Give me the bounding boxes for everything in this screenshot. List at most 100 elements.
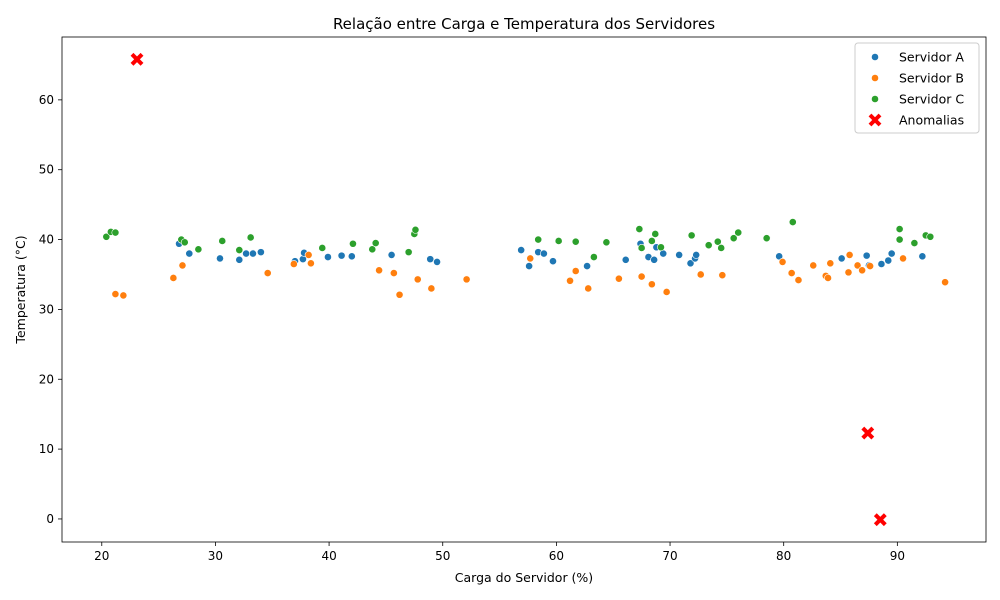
data-point: [411, 225, 420, 234]
data-point: [404, 248, 413, 257]
data-point: [729, 234, 738, 243]
data-point: [866, 262, 874, 271]
y-axis-label: Temperatura (°C): [13, 235, 28, 344]
data-point: [433, 258, 441, 266]
data-point: [589, 253, 598, 261]
data-point: [566, 276, 574, 285]
data-point: [111, 290, 120, 298]
data-point: [242, 249, 251, 258]
x-tick-label: 30: [208, 549, 223, 563]
data-point: [583, 262, 591, 271]
data-point: [788, 218, 797, 226]
data-point: [895, 235, 904, 244]
data-point: [246, 233, 255, 242]
y-tick-label: 40: [39, 233, 54, 247]
data-point: [687, 231, 696, 240]
data-point: [651, 230, 660, 238]
data-point: [413, 275, 422, 284]
x-tick-label: 50: [435, 549, 450, 563]
x-tick-label: 20: [94, 549, 109, 563]
data-point: [862, 251, 871, 260]
data-point: [289, 260, 298, 268]
data-point: [692, 251, 701, 259]
legend-label: Servidor B: [899, 71, 964, 86]
data-point: [462, 275, 471, 284]
data-point: [554, 237, 563, 245]
data-point: [571, 237, 580, 246]
data-point: [826, 259, 835, 268]
data-point: [635, 225, 644, 233]
series-anomalias: [130, 52, 887, 527]
y-tick-label: 0: [46, 512, 54, 526]
data-point: [621, 255, 630, 264]
legend-marker: [868, 113, 882, 127]
data-point: [775, 252, 784, 261]
data-point: [218, 237, 227, 245]
data-point: [169, 274, 178, 282]
data-point: [526, 254, 535, 263]
legend-item-servidor-a: Servidor A: [871, 50, 964, 65]
data-point: [637, 272, 646, 281]
data-point: [662, 288, 671, 296]
legend-label: Servidor C: [899, 92, 964, 107]
data-point: [899, 254, 907, 263]
legend: Servidor A Servidor B Servidor C Anomalias: [854, 42, 980, 134]
data-point: [941, 278, 949, 287]
legend-marker: [871, 95, 879, 103]
data-point: [119, 291, 128, 300]
anomaly-point: [861, 426, 875, 440]
data-point: [426, 255, 435, 264]
data-point: [762, 234, 771, 243]
y-tick-label: 30: [39, 302, 54, 316]
data-markers: [102, 52, 949, 527]
data-point: [304, 251, 313, 259]
plot-frame: [61, 36, 987, 543]
data-point: [395, 290, 404, 299]
data-point: [787, 269, 796, 277]
data-point: [349, 239, 357, 248]
data-point: [887, 249, 896, 258]
y-tick-label: 10: [39, 442, 54, 456]
data-point: [539, 249, 548, 258]
data-point: [194, 245, 203, 254]
data-point: [910, 239, 919, 247]
x-tick-label: 70: [662, 549, 677, 563]
x-tick-label: 90: [890, 549, 905, 563]
data-point: [337, 251, 346, 260]
data-point: [895, 225, 904, 233]
data-point: [718, 271, 727, 280]
data-point: [111, 228, 120, 237]
data-point: [845, 251, 854, 259]
data-point: [347, 252, 356, 261]
data-point: [371, 239, 380, 247]
legend-label: Servidor A: [899, 50, 964, 65]
data-point: [324, 253, 332, 261]
data-point: [263, 269, 272, 277]
legend-box: [854, 42, 980, 134]
data-point: [180, 238, 189, 247]
data-point: [837, 254, 846, 263]
y-tick-label: 20: [39, 372, 54, 386]
legend-item-anomalias: Anomalias: [868, 113, 964, 128]
data-point: [318, 244, 327, 252]
data-point: [615, 274, 623, 283]
data-point: [647, 280, 656, 289]
data-point: [824, 274, 832, 282]
data-point: [713, 237, 722, 246]
legend-marker: [871, 53, 879, 61]
data-point: [778, 258, 787, 266]
data-point: [235, 246, 244, 254]
data-point: [696, 270, 705, 279]
data-point: [686, 259, 695, 268]
data-point: [216, 254, 224, 263]
legend-label: Anomalias: [899, 113, 964, 128]
data-point: [717, 244, 726, 252]
data-point: [918, 252, 927, 261]
legend-item-servidor-b: Servidor B: [871, 71, 964, 86]
data-point: [853, 261, 862, 270]
data-point: [235, 255, 244, 264]
data-point: [602, 238, 611, 247]
data-point: [387, 251, 396, 259]
data-point: [884, 256, 893, 265]
x-tick-label: 60: [549, 549, 564, 563]
